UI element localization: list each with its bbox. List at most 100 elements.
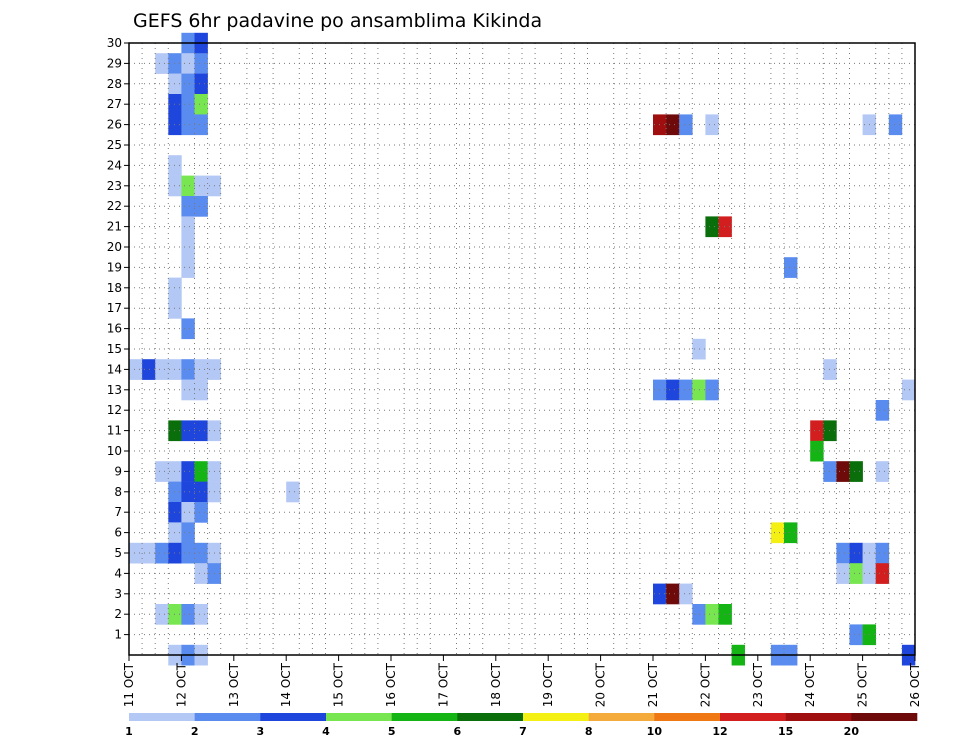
- heatmap-cell: [705, 604, 719, 625]
- heatmap-cell: [181, 257, 195, 278]
- heatmap-cell: [194, 94, 208, 115]
- heatmap-cell: [181, 94, 195, 115]
- y-tick-label: 10: [107, 444, 122, 458]
- heatmap-cell: [194, 542, 208, 564]
- y-tick-label: 16: [107, 322, 122, 336]
- heatmap-cell: [194, 359, 208, 380]
- heatmap-cell: [181, 542, 195, 564]
- heatmap-cell: [181, 73, 195, 95]
- colorbar-swatch: [523, 713, 589, 721]
- colorbar-swatch: [129, 713, 195, 721]
- x-tick-label: 22 OCT: [698, 662, 712, 707]
- heatmap-cell: [155, 461, 169, 482]
- heatmap-cell: [181, 379, 195, 401]
- y-tick-label: 4: [114, 566, 122, 580]
- heatmap-cell: [181, 359, 195, 380]
- y-tick-label: 25: [107, 138, 122, 152]
- heatmap-cell: [155, 53, 169, 74]
- heatmap-cell: [181, 216, 195, 238]
- heatmap-cell: [181, 502, 195, 523]
- y-tick-label: 18: [107, 281, 122, 295]
- y-tick-label: 2: [114, 607, 122, 621]
- x-tick-label: 18 OCT: [489, 662, 503, 707]
- y-tick-label: 5: [114, 546, 122, 560]
- y-tick-label: 11: [107, 424, 122, 438]
- x-tick-label: 15 OCT: [332, 662, 346, 707]
- heatmap-cell: [849, 624, 863, 646]
- x-tick-label: 21 OCT: [646, 662, 660, 707]
- heatmap-cell: [679, 114, 693, 136]
- heatmap-cell: [194, 420, 208, 442]
- heatmap-cell: [718, 604, 732, 625]
- colorbar-label: 20: [844, 725, 860, 738]
- colorbar-swatch: [654, 713, 721, 721]
- heatmap-cell: [888, 114, 903, 136]
- y-tick-label: 23: [107, 179, 122, 193]
- y-tick-label: 15: [107, 342, 122, 356]
- heatmap-cell: [679, 379, 693, 401]
- heatmap-cell: [194, 114, 208, 136]
- y-tick-label: 12: [107, 403, 122, 417]
- x-tick-label: 12 OCT: [174, 662, 188, 707]
- x-tick-label: 25 OCT: [856, 662, 870, 707]
- y-tick-label: 28: [107, 77, 122, 91]
- heatmap-cell: [181, 461, 195, 482]
- heatmap-cell: [194, 461, 208, 482]
- heatmap-cell: [194, 73, 208, 95]
- heatmap-cell: [836, 461, 850, 482]
- x-tick-label: 19 OCT: [541, 662, 555, 707]
- heatmap-cell: [901, 379, 916, 401]
- heatmap-cell: [181, 522, 195, 544]
- x-tick-label: 26 OCT: [908, 662, 922, 707]
- heatmap-cell: [784, 257, 798, 278]
- x-tick-label: 23 OCT: [751, 662, 765, 707]
- x-axis: 11 OCT 12 OCT 13 OCT 14 OCT 15 OCT 16 OCT 17 O…: [122, 655, 922, 707]
- colorbar-label: 5: [388, 725, 396, 738]
- colorbar-label: 10: [647, 725, 663, 738]
- heatmap-cell: [666, 114, 680, 136]
- heatmap-cell: [181, 420, 195, 442]
- colorbar-swatch: [851, 713, 918, 721]
- y-tick-label: 6: [114, 526, 122, 540]
- colorbar-swatch: [194, 713, 261, 721]
- colorbar-label: 7: [519, 725, 527, 738]
- y-tick-label: 26: [107, 118, 122, 132]
- heatmap-cell: [194, 604, 208, 625]
- heatmap-cell: [194, 563, 208, 584]
- x-tick-label: 14 OCT: [279, 662, 293, 707]
- heatmap-cell: [836, 542, 850, 564]
- x-tick-label: 11 OCT: [122, 662, 136, 707]
- heatmap-cell: [129, 359, 143, 380]
- heatmap-cell: [810, 440, 824, 462]
- colorbar-label: 4: [322, 725, 330, 738]
- y-tick-label: 1: [114, 628, 122, 642]
- heatmap-cell: [129, 542, 143, 564]
- x-tick-label: 13 OCT: [227, 662, 241, 707]
- heatmap-cell: [666, 583, 680, 605]
- heatmap-cell: [875, 400, 890, 421]
- y-tick-label: 20: [107, 240, 122, 254]
- y-tick-label: 21: [107, 220, 122, 234]
- heatmap-cells: [129, 32, 916, 666]
- colorbar-swatch: [326, 713, 392, 721]
- heatmap-cell: [194, 53, 208, 74]
- heatmap-cell: [875, 563, 890, 584]
- heatmap-cell: [849, 461, 863, 482]
- x-tick-label: 16 OCT: [384, 662, 398, 707]
- heatmap-cell: [194, 481, 208, 503]
- heatmap-cell: [705, 216, 719, 238]
- heatmap-cell: [181, 604, 195, 625]
- heatmap-cell: [194, 196, 208, 217]
- heatmap-cell: [181, 114, 195, 136]
- heatmap-cell: [181, 236, 195, 258]
- heatmap-cell: [194, 175, 208, 197]
- y-tick-label: 29: [107, 56, 122, 70]
- heatmap-cell: [155, 542, 169, 564]
- colorbar-label: 8: [585, 725, 593, 738]
- y-axis: 1234567891011121314151617181920212223242…: [107, 36, 129, 642]
- heatmap-cell: [181, 196, 195, 217]
- heatmap-cell: [286, 481, 300, 503]
- heatmap-cell: [194, 379, 208, 401]
- heatmap-cell: [181, 481, 195, 503]
